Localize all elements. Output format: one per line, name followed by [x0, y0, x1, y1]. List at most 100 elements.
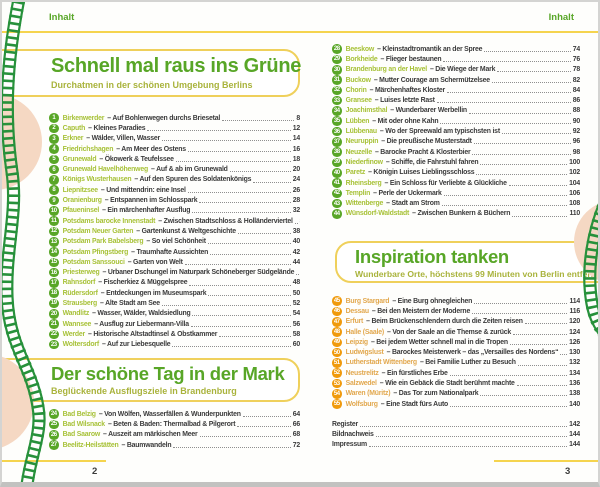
dotted-leader [524, 323, 568, 325]
toc-entry: 26 Bad Saarow – Auszeit am märkischen Meer… [49, 429, 300, 440]
entry-number-badge: 42 [332, 188, 342, 199]
entry-page-number: 96 [572, 138, 580, 146]
entry-number-badge: 44 [332, 209, 342, 219]
entry-number-badge: 7 [49, 175, 59, 185]
toc-entry: 16 Priesterweg – Urbaner Dschungel im Natu… [49, 267, 300, 278]
entry-number-badge: 43 [332, 198, 342, 209]
entry-place-name: Wittenberge [345, 200, 384, 208]
entry-place-name: Potsdam Sanssouci [62, 258, 125, 266]
peach-circle-decoration [2, 94, 42, 190]
entry-page-number: 24 [292, 176, 300, 184]
entry-description: – Beten & Baden: Thermalbad & Pilgerort [107, 420, 236, 428]
entry-page-number: 90 [572, 117, 580, 125]
toc-entry: 46 Dessau – Bei den Meistern der Moderne 11… [332, 306, 580, 317]
toc-entry: 6 Grunewald Havelhöhenweg – Auf & ab im Gr… [49, 164, 300, 175]
entry-number-badge: 22 [49, 329, 59, 340]
entry-place-name: Birkenwerder [62, 114, 105, 122]
running-head-right: Inhalt [548, 12, 574, 23]
entry-place-name: Lübben [345, 117, 370, 125]
entry-place-name: Potsdam Neuer Garten [62, 227, 134, 235]
entry-description: – Kleinstadtromantik an der Spree [377, 45, 483, 53]
entry-description: – Auf & ab im Grunewald [150, 166, 228, 174]
entry-page-number: 18 [292, 155, 300, 163]
page-number-right: 3 [565, 466, 571, 477]
entry-place-name: Neuzelle [345, 148, 373, 156]
dotted-leader [501, 133, 571, 135]
entry-description: – Ein märchenhafter Ausflug [102, 207, 191, 215]
dotted-leader [242, 415, 291, 417]
dotted-leader [450, 405, 568, 407]
dotted-leader [184, 263, 291, 265]
entry-description: – Fischerkiez & Müggelspree [98, 279, 188, 287]
entry-page-number: 134 [569, 369, 580, 377]
entry-page-number: 74 [572, 45, 580, 53]
entry-description: – Eine Burg ohnegleichen [392, 297, 473, 305]
entry-number-badge: 39 [332, 157, 342, 168]
toc-entry: 7 Königs Wusterhausen – Auf den Spuren des… [49, 175, 300, 185]
section-subtitle: Wunderbare Orte, höchstens 99 Minuten vo… [355, 269, 599, 279]
entry-page-number: 32 [292, 207, 300, 215]
toc-entry: 32 Chorin – Märchenhaftes Kloster 84 [332, 85, 580, 96]
toc-entry: 11 Potsdams barocke Innenstadt – Zwischen … [49, 216, 300, 226]
entry-number-badge: 23 [49, 339, 59, 350]
entry-page-number: 78 [572, 66, 580, 74]
dotted-leader [296, 274, 300, 276]
entry-place-name: Brandenburg an der Havel [345, 66, 428, 74]
entry-number-badge: 3 [49, 133, 59, 144]
toc-entry: 42 Templin – Perle der Uckermark 106 [332, 188, 580, 199]
section-title: Inspiration tanken [355, 246, 509, 267]
entry-description: Bildnachweis [332, 430, 374, 438]
toc-entry: 22 Werder – Historische Altstadtinsel & Ob… [49, 329, 300, 340]
dotted-leader [161, 140, 291, 142]
entry-number-badge: 46 [332, 306, 342, 317]
entry-number-badge: 19 [49, 298, 59, 309]
entry-description: – Am Meer des Ostens [116, 145, 186, 153]
toc-entry: Register 142 [332, 419, 580, 429]
entry-place-name: Lutherstadt Wittenberg [345, 359, 418, 367]
entry-page-number: 144 [569, 441, 580, 449]
dotted-leader [237, 426, 291, 428]
entry-page-number: 130 [569, 349, 580, 357]
toc-entry: 52 Neustrelitz – Ein fürstliches Erbe 134 [332, 368, 580, 379]
entry-page-number: 98 [572, 148, 580, 156]
entry-place-name: Erfurt [345, 318, 364, 326]
entry-number-badge: 53 [332, 378, 342, 389]
entry-place-name: Lübbenau [345, 128, 378, 136]
entry-place-name: Templin [345, 189, 371, 197]
entry-description: – Wunderbarer Werbellin [390, 107, 467, 115]
dotted-leader [441, 205, 568, 207]
entry-place-name: Bad Wilsnack [62, 420, 106, 428]
entry-number-badge: 33 [332, 95, 342, 106]
section-box-inspiration: Inspiration tanken Wunderbare Orte, höch… [335, 241, 599, 283]
entry-description: – Von Wölfen, Wasserfällen & Wunderpunkt… [98, 410, 241, 418]
entry-place-name: Joachimsthal [345, 107, 388, 115]
entry-page-number: 102 [569, 169, 580, 177]
entry-number-badge: 10 [49, 206, 59, 216]
dotted-leader [199, 202, 291, 204]
entry-number-badge: 52 [332, 368, 342, 379]
entry-place-name: Wannsee [62, 320, 92, 328]
entry-number-badge: 24 [49, 409, 59, 419]
entry-description: – Auf den Spuren des Soldatenkönigs [134, 176, 252, 184]
toc-entry: 40 Paretz – Königin Luises Lieblingsschlos… [332, 167, 580, 178]
entry-page-number: 38 [292, 227, 300, 235]
entry-page-number: 44 [292, 258, 300, 266]
entry-description: – Eine Stadt fürs Auto [380, 400, 449, 408]
entry-place-name: Rheinsberg [345, 179, 382, 187]
entry-place-name: Chorin [345, 86, 367, 94]
toc-entry: 29 Borkheide – Flieger bestaunen 76 [332, 54, 580, 65]
entry-number-badge: 8 [49, 185, 59, 196]
entry-place-name: Königs Wusterhausen [62, 176, 132, 184]
entry-page-number: 72 [292, 441, 300, 449]
entry-description: – Barocke Pracht & Klosterbier [374, 148, 471, 156]
entry-place-name: Woltersdorf [62, 341, 100, 349]
entry-number-badge: 51 [332, 358, 342, 368]
entry-page-number: 124 [569, 328, 580, 336]
entry-place-name: Werder [62, 330, 86, 338]
dotted-leader [359, 425, 568, 427]
toc-entry: 9 Oranienburg – Entspannen im Schlosspark 2… [49, 195, 300, 206]
dotted-leader [508, 184, 568, 186]
entry-page-number: 92 [572, 128, 580, 136]
section-box-gruene: Schnell mal raus ins Grüne Durchatmen in… [2, 49, 301, 97]
toc-entry: 21 Wannsee – Ausflug zur Liebermann-Villa 5… [49, 319, 300, 329]
